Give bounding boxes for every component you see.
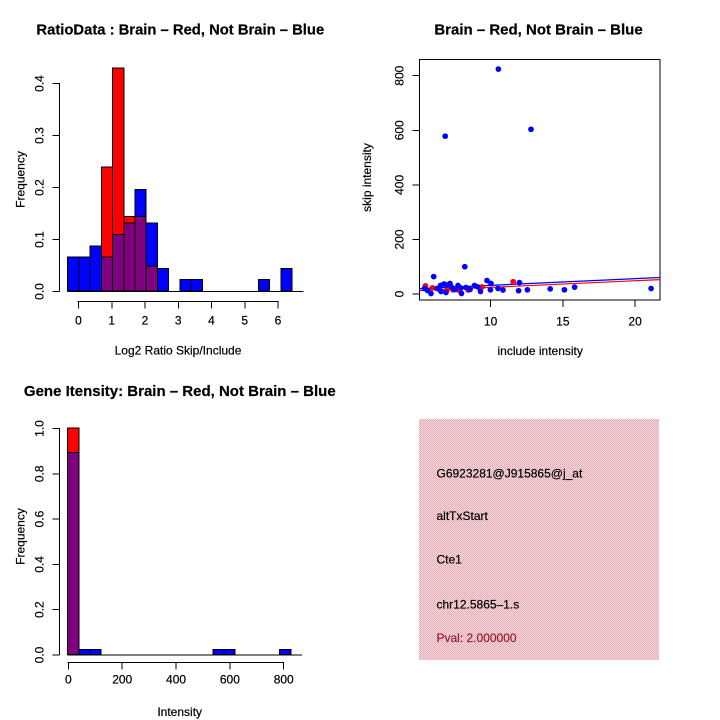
svg-text:Frequency: Frequency [14,508,28,565]
svg-text:800: 800 [274,673,294,687]
svg-text:1: 1 [108,314,115,328]
svg-text:Cte1: Cte1 [437,552,463,566]
svg-text:chr12.5865–1.s: chr12.5865–1.s [437,598,520,612]
svg-text:0.2: 0.2 [33,601,47,618]
svg-text:0.8: 0.8 [33,465,47,482]
svg-text:0.2: 0.2 [33,179,47,196]
svg-text:0.0: 0.0 [33,646,47,663]
svg-text:altTxStart: altTxStart [437,509,489,523]
svg-text:4: 4 [208,314,215,328]
svg-text:3: 3 [175,314,182,328]
svg-text:200: 200 [112,673,132,687]
svg-text:Frequency: Frequency [14,151,28,208]
svg-text:800: 800 [393,65,407,85]
svg-text:Log2 Ratio Skip/Include: Log2 Ratio Skip/Include [115,344,242,358]
svg-text:0.4: 0.4 [33,75,47,92]
svg-text:0.4: 0.4 [33,556,47,573]
svg-text:1.0: 1.0 [33,420,47,437]
svg-text:include intensity: include intensity [498,344,583,358]
svg-text:0: 0 [65,673,72,687]
svg-text:RatioData : Brain – Red, Not B: RatioData : Brain – Red, Not Brain – Blu… [36,22,324,38]
svg-text:20: 20 [628,314,642,328]
svg-text:G6923281@J915865@j_at: G6923281@J915865@j_at [437,466,583,480]
svg-text:0.6: 0.6 [33,510,47,527]
svg-text:0.0: 0.0 [33,283,47,300]
svg-text:2: 2 [142,314,149,328]
svg-text:10: 10 [484,314,498,328]
svg-text:200: 200 [393,229,407,249]
svg-text:skip intensity: skip intensity [360,143,374,212]
svg-text:15: 15 [556,314,570,328]
svg-text:400: 400 [166,673,186,687]
svg-text:Pval: 2.000000: Pval: 2.000000 [437,631,517,645]
svg-text:400: 400 [393,175,407,195]
svg-text:600: 600 [393,120,407,140]
svg-text:Gene Itensity: Brain – Red, No: Gene Itensity: Brain – Red, Not Brain – … [24,383,336,400]
svg-text:5: 5 [241,314,248,328]
svg-text:0: 0 [393,290,407,297]
svg-text:Brain – Red, Not Brain – Blue: Brain – Red, Not Brain – Blue [434,22,642,39]
svg-text:0.3: 0.3 [33,127,47,144]
svg-text:6: 6 [275,314,282,328]
svg-text:0.1: 0.1 [33,231,47,248]
svg-text:600: 600 [220,673,240,687]
svg-text:0: 0 [75,314,82,328]
svg-text:Intensity: Intensity [157,705,202,719]
